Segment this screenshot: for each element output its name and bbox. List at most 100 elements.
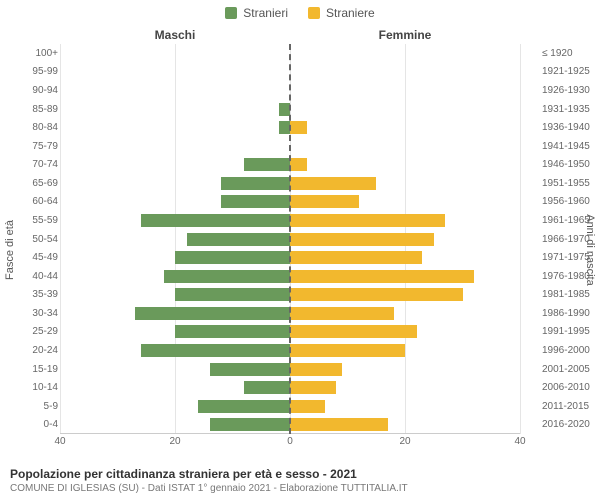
age-tick: 55-59	[4, 211, 58, 230]
age-tick: 15-19	[4, 360, 58, 379]
female-bar	[290, 381, 336, 394]
x-tick: 0	[287, 436, 293, 447]
female-bar	[290, 177, 376, 190]
chart-area	[60, 44, 520, 434]
age-tick: 75-79	[4, 137, 58, 156]
male-half	[60, 230, 290, 249]
x-tick: 20	[399, 436, 410, 447]
birth-tick: 1986-1990	[542, 304, 596, 323]
birth-tick: 1966-1970	[542, 230, 596, 249]
birth-tick: 1996-2000	[542, 341, 596, 360]
male-half	[60, 416, 290, 435]
male-half	[60, 44, 290, 63]
female-half	[290, 118, 520, 137]
footer-title: Popolazione per cittadinanza straniera p…	[10, 467, 590, 481]
male-half	[60, 286, 290, 305]
female-bar	[290, 121, 307, 134]
female-bar	[290, 400, 325, 413]
birth-tick: 1951-1955	[542, 174, 596, 193]
female-half	[290, 267, 520, 286]
male-half	[60, 118, 290, 137]
female-half	[290, 248, 520, 267]
birth-ticks: ≤ 19201921-19251926-19301931-19351936-19…	[542, 44, 596, 434]
male-bar	[244, 158, 290, 171]
female-half	[290, 174, 520, 193]
legend-label-female: Straniere	[326, 6, 375, 20]
age-tick: 95-99	[4, 63, 58, 82]
female-bar	[290, 251, 422, 264]
male-half	[60, 100, 290, 119]
female-half	[290, 211, 520, 230]
female-half	[290, 63, 520, 82]
female-half	[290, 81, 520, 100]
center-line	[289, 44, 291, 434]
column-titles: Maschi Femmine	[60, 28, 520, 42]
male-half	[60, 81, 290, 100]
legend: Stranieri Straniere	[0, 0, 600, 20]
female-bar	[290, 288, 463, 301]
female-half	[290, 360, 520, 379]
female-half	[290, 286, 520, 305]
female-half	[290, 193, 520, 212]
male-bar	[210, 418, 291, 431]
male-bar	[141, 344, 291, 357]
age-tick: 70-74	[4, 155, 58, 174]
female-bar	[290, 195, 359, 208]
age-tick: 45-49	[4, 248, 58, 267]
birth-tick: 1956-1960	[542, 193, 596, 212]
age-tick: 50-54	[4, 230, 58, 249]
male-bar	[221, 177, 290, 190]
birth-tick: ≤ 1920	[542, 44, 596, 63]
male-bar	[141, 214, 291, 227]
birth-tick: 2011-2015	[542, 397, 596, 416]
male-half	[60, 397, 290, 416]
legend-item-female: Straniere	[308, 6, 375, 20]
age-tick: 35-39	[4, 286, 58, 305]
legend-swatch-female	[308, 7, 320, 19]
female-bar	[290, 363, 342, 376]
legend-label-male: Stranieri	[243, 6, 288, 20]
x-axis: 402002040	[60, 436, 520, 452]
birth-tick: 1981-1985	[542, 286, 596, 305]
female-half	[290, 416, 520, 435]
age-tick: 25-29	[4, 323, 58, 342]
age-tick: 65-69	[4, 174, 58, 193]
birth-tick: 1961-1965	[542, 211, 596, 230]
legend-item-male: Stranieri	[225, 6, 288, 20]
footer-subtitle: COMUNE DI IGLESIAS (SU) - Dati ISTAT 1° …	[10, 483, 590, 494]
male-half	[60, 174, 290, 193]
female-bar	[290, 158, 307, 171]
male-bar	[221, 195, 290, 208]
age-tick: 60-64	[4, 193, 58, 212]
birth-tick: 1921-1925	[542, 63, 596, 82]
female-half	[290, 44, 520, 63]
male-half	[60, 323, 290, 342]
footer: Popolazione per cittadinanza straniera p…	[10, 467, 590, 494]
column-title-right: Femmine	[290, 28, 520, 42]
birth-tick: 1936-1940	[542, 118, 596, 137]
male-half	[60, 267, 290, 286]
male-bar	[210, 363, 291, 376]
female-half	[290, 397, 520, 416]
birth-tick: 2001-2005	[542, 360, 596, 379]
female-half	[290, 323, 520, 342]
x-tick: 40	[54, 436, 65, 447]
male-half	[60, 63, 290, 82]
female-half	[290, 137, 520, 156]
female-half	[290, 341, 520, 360]
male-half	[60, 155, 290, 174]
age-tick: 80-84	[4, 118, 58, 137]
age-tick: 10-14	[4, 378, 58, 397]
birth-tick: 1926-1930	[542, 81, 596, 100]
birth-tick: 1946-1950	[542, 155, 596, 174]
age-tick: 20-24	[4, 341, 58, 360]
male-bar	[244, 381, 290, 394]
age-tick: 5-9	[4, 397, 58, 416]
age-tick: 90-94	[4, 81, 58, 100]
male-bar	[198, 400, 290, 413]
female-bar	[290, 270, 474, 283]
birth-tick: 1971-1975	[542, 248, 596, 267]
female-bar	[290, 233, 434, 246]
birth-tick: 1991-1995	[542, 323, 596, 342]
female-half	[290, 230, 520, 249]
